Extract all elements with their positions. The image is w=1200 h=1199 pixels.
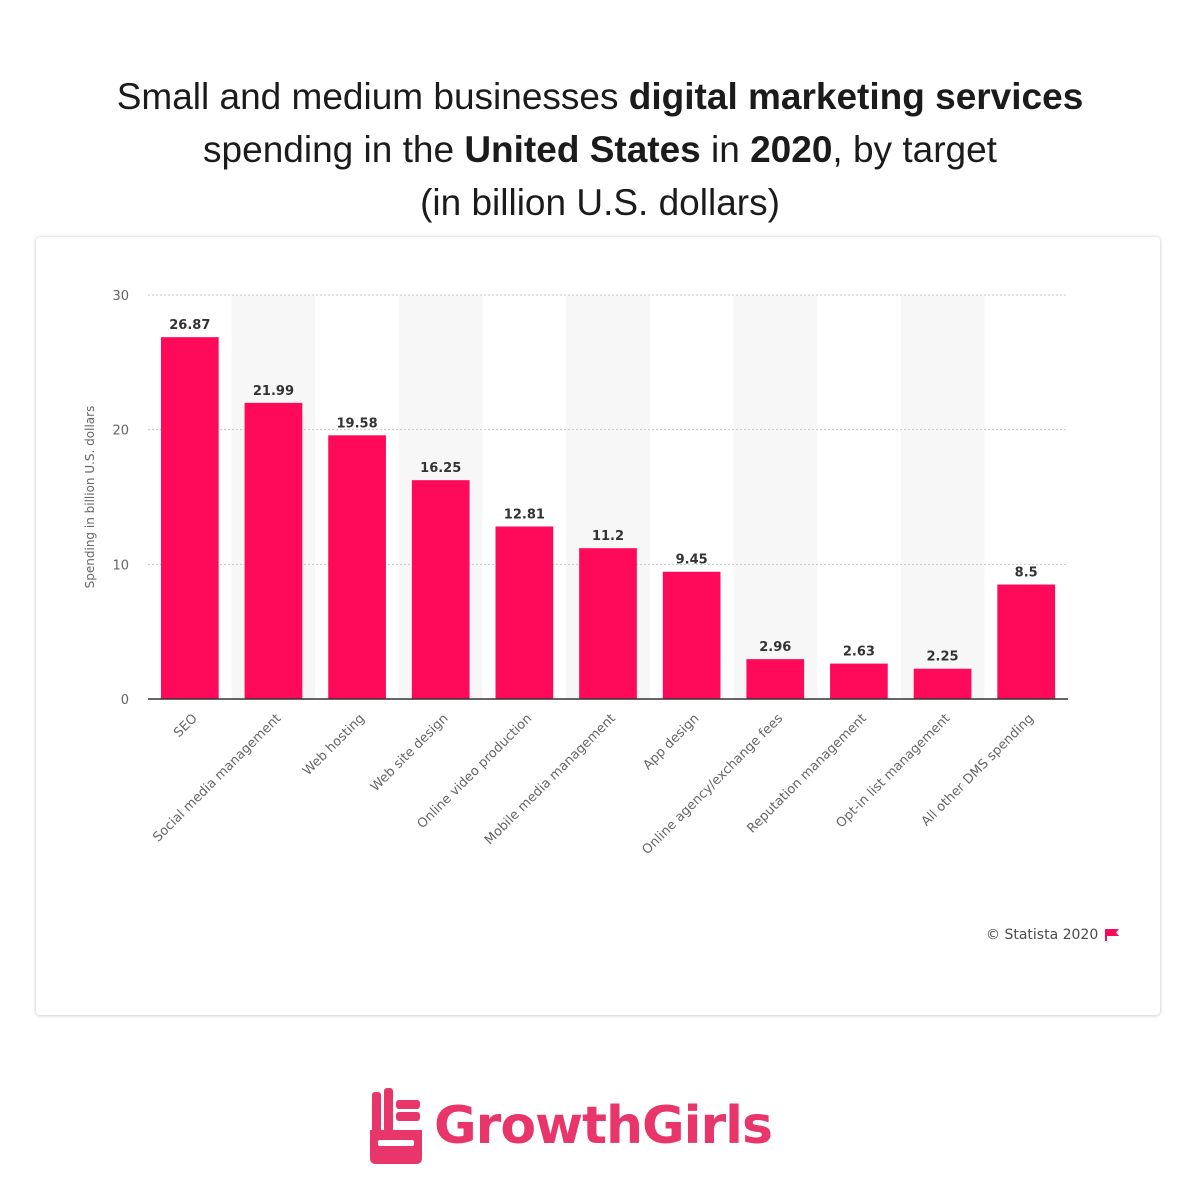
bar-chart: 0 10 20 30 Spending in billion U.S. dollars 2… xyxy=(83,289,1068,858)
bar xyxy=(830,663,888,699)
x-tick-label: Online agency/exchange fees xyxy=(640,711,787,858)
bar xyxy=(160,337,219,699)
y-tick-label: 0 xyxy=(121,693,129,708)
bar-value-label: 9.45 xyxy=(676,553,708,568)
bar xyxy=(746,659,805,699)
bar xyxy=(579,548,637,699)
x-tick-label: SEO xyxy=(171,711,200,740)
bar-value-label: 16.25 xyxy=(420,461,461,476)
title-line-1: Small and medium businesses digital mark… xyxy=(116,76,1084,117)
bar-value-label: 2.63 xyxy=(843,645,875,660)
growthgirls-logo: GrowthGirls xyxy=(368,1083,773,1168)
y-tick-label: 20 xyxy=(112,424,129,439)
title-line-3: (in billion U.S. dollars) xyxy=(420,182,780,223)
y-tick-label: 10 xyxy=(112,558,129,573)
bar xyxy=(495,526,554,699)
x-tick-label: Mobile media management xyxy=(482,711,619,848)
bar-value-label: 21.99 xyxy=(253,384,294,399)
x-tick-label: Web hosting xyxy=(300,711,368,779)
bar-value-label: 8.5 xyxy=(1015,566,1038,581)
credit-text: © Statista 2020 xyxy=(986,927,1099,943)
y-tick-label: 30 xyxy=(112,289,129,304)
bar-value-label: 12.81 xyxy=(504,507,545,522)
bar xyxy=(662,571,721,699)
bar xyxy=(913,668,972,699)
bar-value-label: 2.96 xyxy=(759,640,791,655)
y-axis-title: Spending in billion U.S. dollars xyxy=(83,406,97,589)
chart-card: 0 10 20 30 Spending in billion U.S. dollars 2… xyxy=(36,237,1160,1015)
title-line-2: spending in the United States in 2020, b… xyxy=(203,129,997,170)
column-band xyxy=(900,295,985,699)
statista-credit[interactable]: © Statista 2020 xyxy=(986,927,1120,943)
bar-value-label: 11.2 xyxy=(592,529,624,544)
chart-title: Small and medium businesses digital mark… xyxy=(0,70,1200,229)
x-tick-label: App design xyxy=(640,711,702,773)
bar-value-label: 26.87 xyxy=(169,318,210,333)
hand-icon xyxy=(370,1087,422,1164)
bar xyxy=(244,402,303,699)
bar-value-label: 2.25 xyxy=(927,650,959,665)
x-tick-label: Social media management xyxy=(150,711,284,845)
logo-text: GrowthGirls xyxy=(434,1095,773,1156)
column-band xyxy=(733,295,818,699)
bar xyxy=(997,584,1056,699)
bar-value-label: 19.58 xyxy=(337,416,378,431)
x-tick-label: Web site design xyxy=(368,711,452,795)
bar xyxy=(328,435,386,699)
bar xyxy=(411,480,470,699)
flag-icon xyxy=(1105,929,1120,941)
